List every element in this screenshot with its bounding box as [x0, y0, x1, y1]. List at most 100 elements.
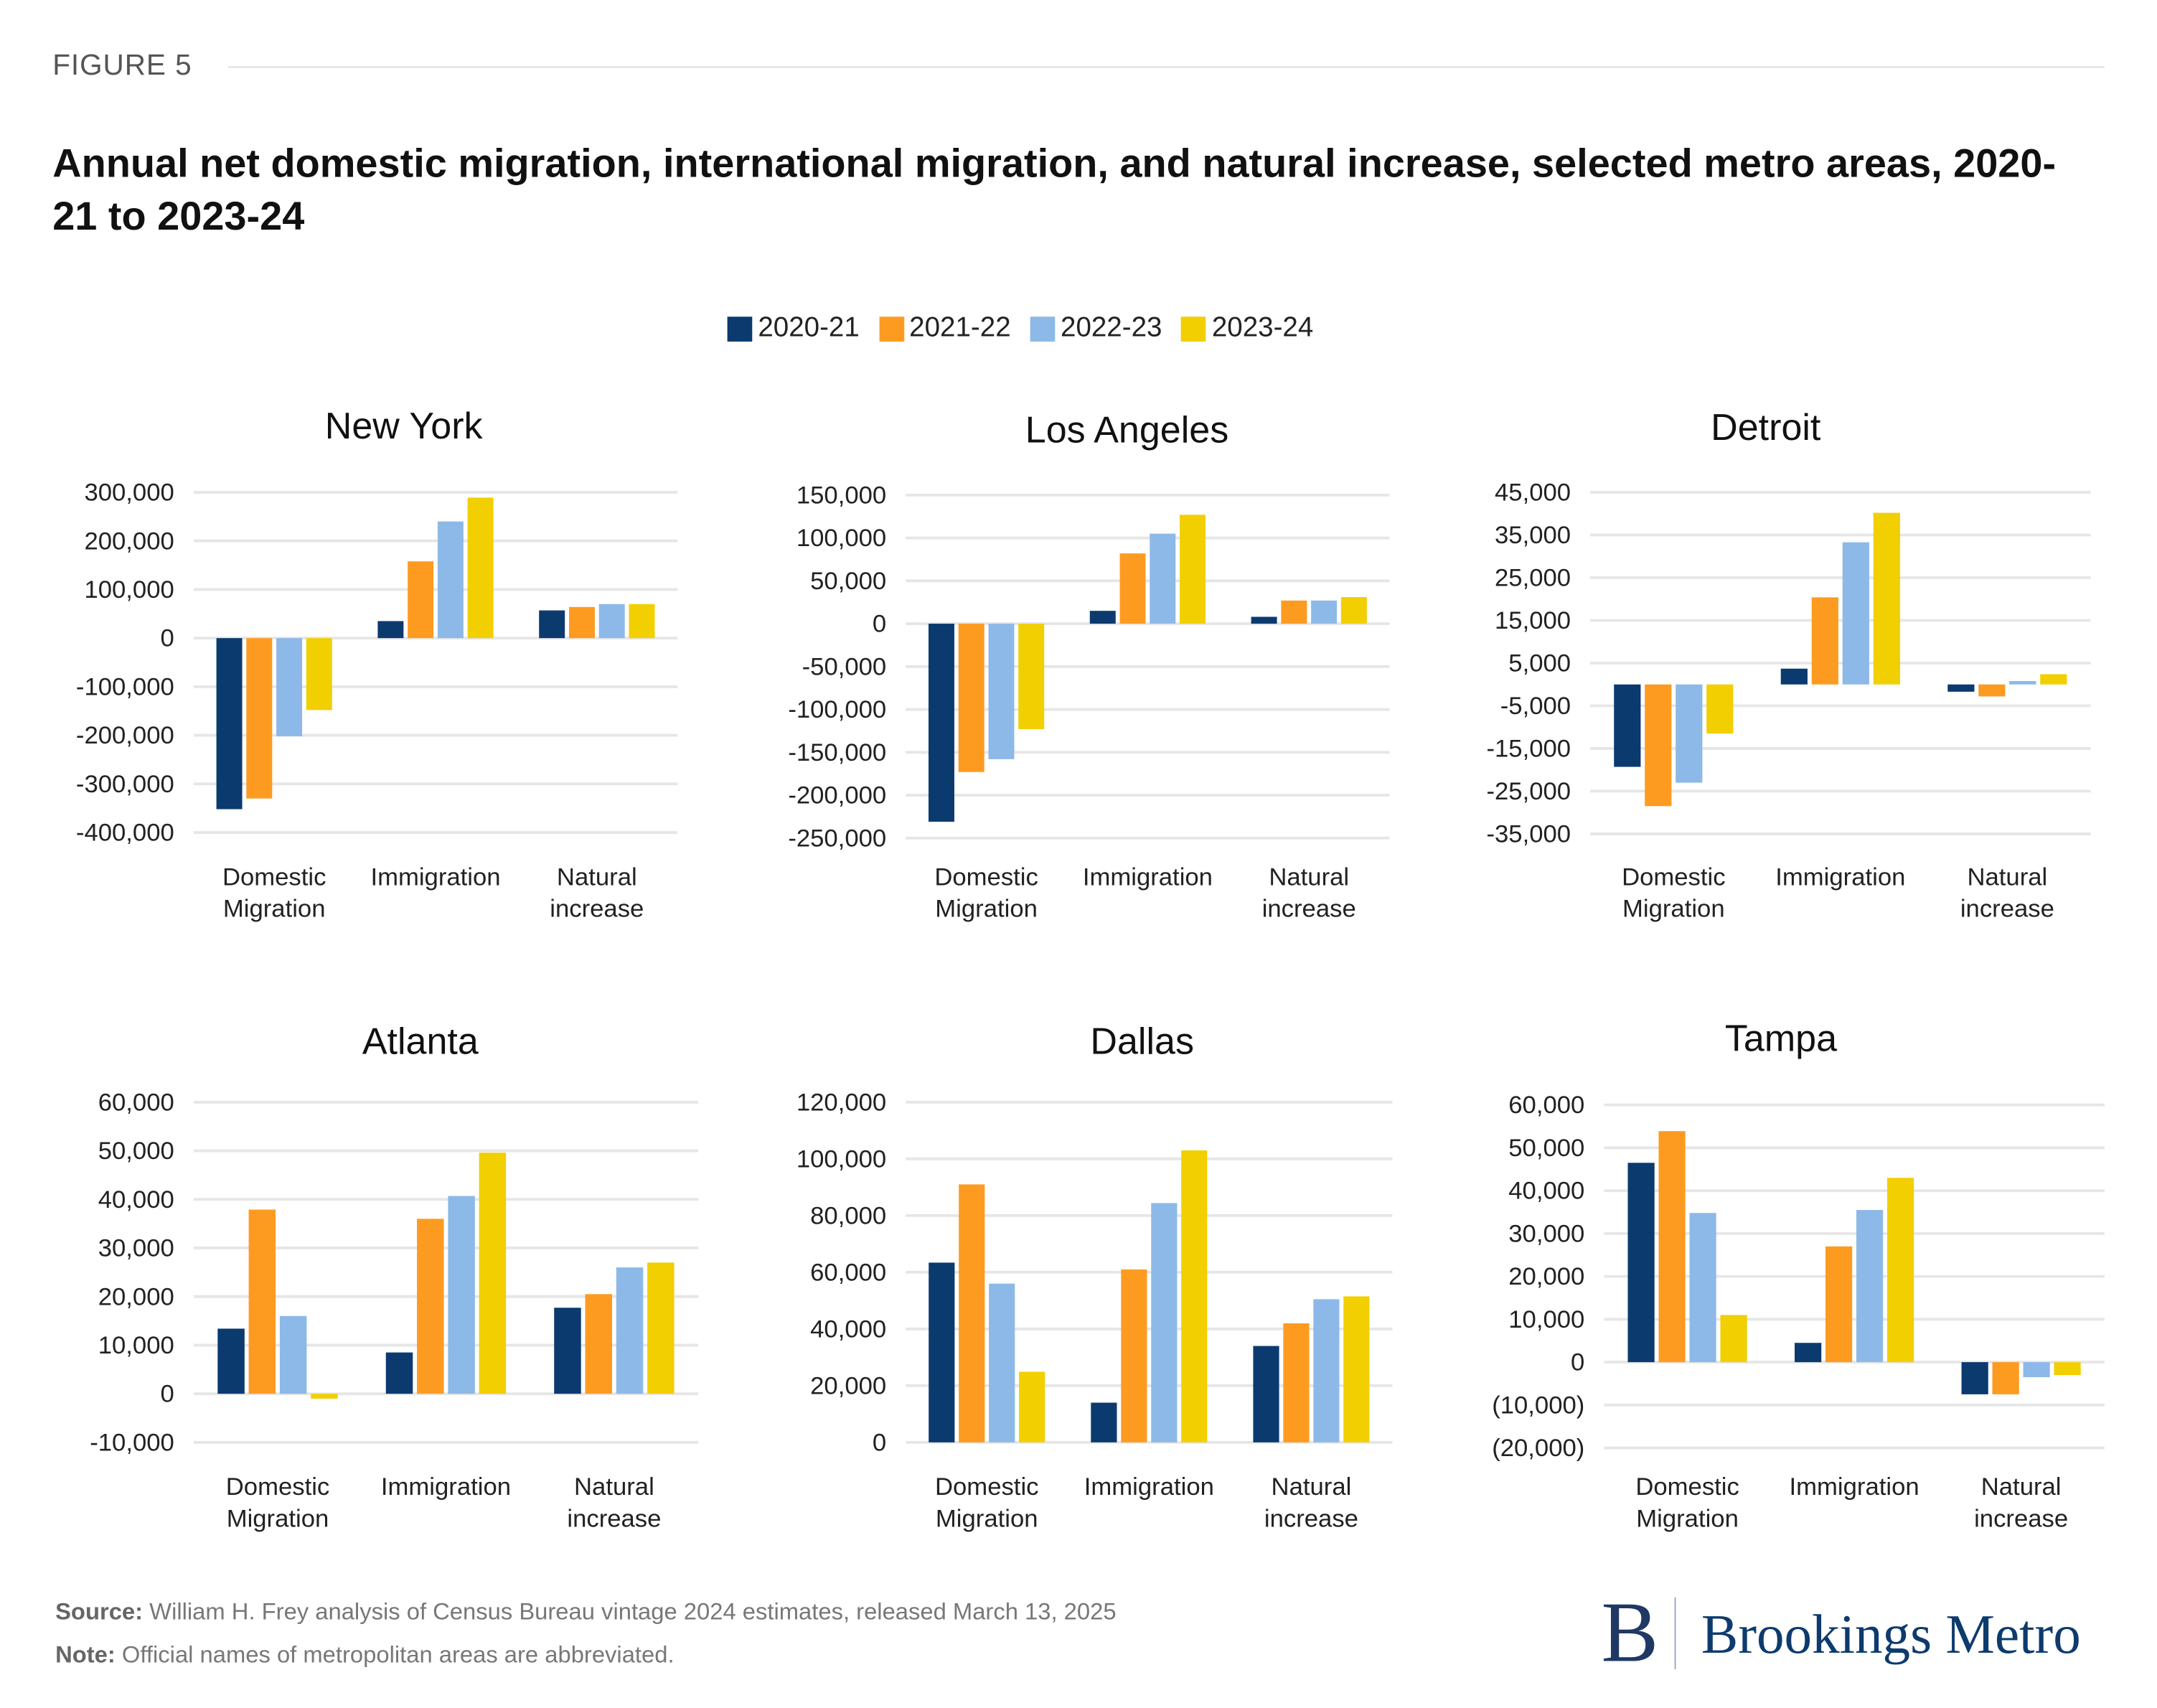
legend-swatch [1030, 316, 1056, 342]
y-tick-label: 30,000 [1508, 1220, 1584, 1247]
y-tick-label: 20,000 [810, 1372, 886, 1399]
bar-2023-24 [1340, 597, 1367, 624]
chart-title: Annual net domestic migration, internati… [52, 142, 2057, 240]
panel-title: Atlanta [362, 1020, 479, 1062]
bar-2022-23 [2023, 1362, 2050, 1378]
bar-2023-24 [1181, 1150, 1208, 1442]
bar-2022-23 [1676, 684, 1703, 783]
x-tick-label: Immigration [1775, 863, 1905, 891]
bar-2020-21 [1091, 1402, 1117, 1442]
note: Note: Official names of metropolitan are… [55, 1641, 674, 1669]
bar-2022-23 [1856, 1210, 1884, 1363]
bar-2021-22 [408, 561, 434, 639]
bar-2020-21 [928, 624, 954, 822]
y-tick-label: 100,000 [84, 576, 174, 604]
source-label: Source: [55, 1598, 144, 1625]
bar-2020-21 [1627, 1163, 1655, 1363]
y-tick-label: -15,000 [1486, 736, 1571, 763]
y-tick-label: -250,000 [788, 825, 886, 852]
x-tick-label: increase [1264, 1505, 1358, 1532]
legend-swatch [878, 316, 904, 342]
logo-mark: B [1601, 1586, 1659, 1681]
y-tick-label: 20,000 [98, 1283, 174, 1310]
x-tick-label: increase [1960, 896, 2054, 923]
bar-2023-24 [1706, 684, 1734, 734]
y-tick-label: 20,000 [1508, 1263, 1584, 1290]
y-tick-label: -400,000 [76, 820, 174, 847]
chart-panel-los-angeles: Los Angeles 150,000 100,000 50,000 0 -50,000 -… [788, 410, 1390, 923]
bar-2022-23 [1313, 1299, 1340, 1442]
bar-2021-22 [568, 606, 595, 639]
bar-2020-21 [385, 1352, 413, 1394]
legend: 2020-21 2021-22 2022-23 2023-24 [0, 313, 2041, 344]
bar-2023-24 [1018, 624, 1045, 730]
panel-title: New York [325, 405, 484, 447]
bar-2021-22 [1121, 1269, 1147, 1442]
bar-2023-24 [2040, 674, 2067, 685]
bar-2021-22 [585, 1294, 613, 1394]
bar-2021-22 [417, 1219, 444, 1394]
bar-2021-22 [1283, 1323, 1310, 1442]
panel-title: Los Angeles [1025, 410, 1228, 451]
y-tick-label: -50,000 [802, 653, 887, 680]
bar-2023-24 [1873, 512, 1900, 685]
x-tick-label: increase [1262, 896, 1356, 923]
x-tick-label: Domestic [935, 1473, 1038, 1501]
bar-2021-22 [1811, 597, 1838, 685]
bar-2022-23 [279, 1315, 307, 1394]
bar-2023-24 [2054, 1362, 2081, 1376]
x-tick-label: Natural [1272, 1473, 1352, 1501]
y-tick-label: 0 [161, 1381, 174, 1408]
bar-2021-22 [246, 638, 273, 799]
bar-2022-23 [2009, 680, 2036, 685]
y-tick-label: 60,000 [98, 1089, 174, 1116]
bar-2022-23 [598, 604, 625, 639]
chart-panel-dallas: Dallas 120,000 100,000 80,000 60,000 40,000 20… [796, 1020, 1393, 1532]
y-tick-label: 60,000 [1508, 1092, 1584, 1119]
bar-2020-21 [1089, 611, 1116, 624]
y-tick-label: 80,000 [810, 1202, 886, 1229]
y-tick-label: 100,000 [796, 525, 886, 552]
bar-2023-24 [306, 638, 332, 710]
bar-2020-21 [1251, 616, 1277, 624]
chart-panel-tampa: Tampa 60,000 50,000 40,000 30,000 20,000 10,00… [1492, 1018, 2105, 1532]
bar-2022-23 [988, 624, 1015, 759]
x-tick-label: Immigration [1083, 863, 1213, 891]
bar-2020-21 [377, 621, 404, 639]
bar-2022-23 [616, 1267, 644, 1394]
y-tick-label: 200,000 [84, 527, 174, 555]
legend-label: 2022-23 [1061, 312, 1162, 343]
bar-2023-24 [629, 604, 655, 639]
x-tick-label: Domestic [226, 1473, 329, 1501]
bar-2020-21 [1780, 668, 1808, 685]
x-tick-label: Migration [935, 896, 1038, 923]
y-tick-label: 0 [873, 611, 886, 638]
panel-title: Tampa [1725, 1018, 1837, 1060]
bar-2022-23 [448, 1196, 475, 1394]
bar-2023-24 [1343, 1296, 1370, 1442]
legend-swatch [727, 316, 753, 342]
y-tick-label: -300,000 [76, 771, 174, 798]
legend-item: 2023-24 [1181, 313, 1313, 344]
bar-2020-21 [1961, 1362, 1988, 1394]
bar-2022-23 [1151, 1203, 1178, 1442]
x-tick-label: increase [550, 896, 644, 923]
x-tick-label: Natural [557, 863, 637, 891]
bar-2021-22 [958, 624, 984, 772]
x-tick-label: Domestic [934, 863, 1038, 891]
source-note: Source: William H. Frey analysis of Cens… [55, 1599, 1116, 1627]
logo-text: Brookings Metro [1701, 1602, 2081, 1665]
x-tick-label: Immigration [1790, 1473, 1919, 1501]
y-tick-label: -100,000 [788, 696, 886, 723]
y-tick-label: 10,000 [98, 1332, 174, 1359]
y-tick-label: 25,000 [1495, 565, 1571, 592]
bar-2021-22 [959, 1184, 985, 1442]
bar-2021-22 [1119, 553, 1146, 624]
y-tick-label: -35,000 [1486, 821, 1571, 848]
x-tick-label: Natural [1269, 863, 1349, 891]
y-tick-label: 50,000 [98, 1137, 174, 1165]
y-tick-label: -10,000 [90, 1429, 174, 1456]
bar-2020-21 [216, 638, 243, 810]
brookings-metro-logo: B Brookings Metro [1601, 1590, 2080, 1676]
x-tick-label: Migration [223, 896, 326, 923]
